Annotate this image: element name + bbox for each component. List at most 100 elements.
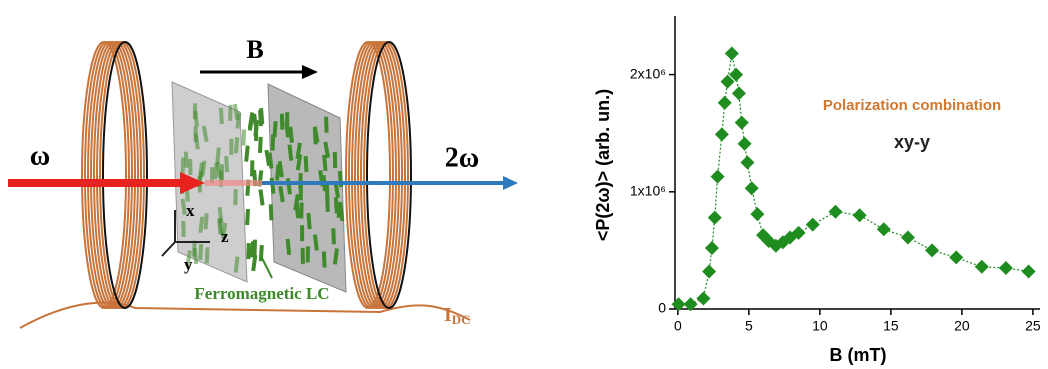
rod (198, 216, 205, 233)
rod (249, 241, 256, 258)
rod (180, 198, 187, 215)
annotation: xy-y (894, 132, 930, 152)
rod (218, 107, 224, 125)
rod (300, 247, 305, 264)
point (925, 243, 940, 258)
current-label: IDC (444, 304, 471, 327)
rod (258, 136, 263, 153)
sample-label: Ferromagnetic LC (194, 284, 329, 303)
point (704, 241, 719, 256)
y-tick-label: 0 (658, 300, 666, 316)
chart: Polarization combination xy-y B (mT) <P(… (593, 16, 1041, 365)
rod (204, 247, 210, 264)
rod (285, 238, 292, 256)
rod (323, 141, 330, 159)
y-tick-label: 2x10⁶ (630, 65, 666, 81)
diagram: B ω 2ω x z y Ferromagnetic LC IDC (8, 35, 518, 329)
rod (183, 151, 189, 168)
x-tick-label: 5 (745, 318, 753, 334)
y-axis-label: <P(2ω)> (arb. un.) (593, 89, 613, 241)
point (720, 74, 735, 89)
rod (332, 151, 338, 168)
point (750, 207, 765, 222)
rod (217, 218, 223, 235)
rod (324, 116, 329, 133)
rod (258, 245, 264, 262)
y-tick-label: 1x10⁶ (630, 183, 666, 199)
rod (203, 213, 209, 230)
rod (321, 251, 327, 268)
rod (288, 126, 294, 143)
point (744, 181, 759, 196)
rod (215, 161, 223, 179)
rods (180, 103, 345, 273)
coil (81, 41, 148, 309)
point (876, 222, 891, 237)
rod (228, 104, 233, 121)
rod (258, 110, 263, 127)
point (729, 67, 744, 82)
rod (293, 194, 300, 211)
x-tick-label: 10 (812, 318, 828, 334)
point (714, 127, 729, 142)
rod (185, 250, 192, 267)
axis-label: y (184, 255, 193, 274)
x-tick-label: 0 (674, 318, 682, 334)
point (696, 291, 711, 306)
rod (200, 160, 207, 177)
pointer (261, 257, 273, 279)
rod (312, 128, 318, 145)
axes-glyph (161, 210, 210, 257)
current-subscript: DC (452, 312, 471, 327)
input-label: ω (30, 140, 50, 171)
rod (247, 112, 255, 129)
point (731, 86, 746, 101)
rod (312, 234, 319, 251)
rod (233, 137, 240, 154)
coil-turn (102, 41, 148, 309)
rod (298, 184, 303, 201)
rod (278, 185, 285, 203)
rod (244, 145, 250, 162)
x-tick-label: 20 (954, 318, 970, 334)
arrow-head (302, 65, 318, 79)
rod (180, 157, 186, 174)
arrow-head (503, 176, 518, 190)
rod (235, 112, 242, 129)
rod (268, 204, 274, 221)
output-label: 2ω (445, 142, 479, 173)
rod (193, 133, 200, 150)
field-label: B (246, 35, 263, 64)
point (724, 46, 739, 61)
rod (333, 197, 339, 214)
point (717, 95, 732, 110)
point (702, 264, 717, 279)
rod (270, 134, 276, 151)
current-symbol: I (444, 304, 452, 326)
point (828, 204, 843, 219)
wire (19, 301, 471, 329)
coil-turn (366, 41, 412, 309)
point (974, 259, 989, 274)
rod (232, 103, 240, 121)
rod (325, 195, 330, 212)
rod (272, 121, 278, 138)
rod (331, 228, 336, 245)
rod (192, 247, 199, 265)
rod (215, 147, 221, 164)
x-tick-label: 15 (883, 318, 899, 334)
rod (258, 189, 265, 206)
annotation: Polarization combination (823, 97, 1001, 114)
rod (233, 256, 240, 273)
rod (277, 160, 284, 178)
point (710, 169, 725, 184)
rod (201, 125, 209, 143)
axis-label: z (221, 227, 229, 246)
x-tick-label: 25 (1025, 318, 1041, 334)
rod (338, 204, 345, 222)
point (805, 217, 820, 232)
rod (233, 189, 238, 206)
point (683, 297, 698, 312)
point (671, 297, 686, 312)
